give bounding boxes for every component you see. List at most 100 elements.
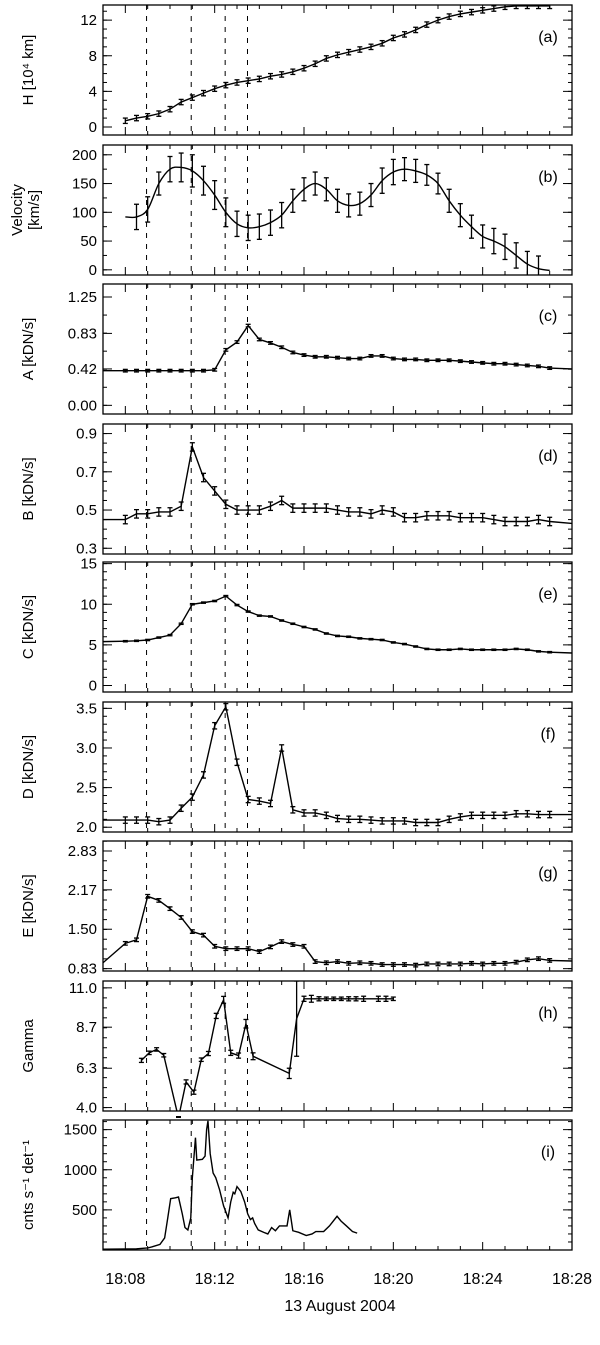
data-point-errorbar — [312, 959, 318, 965]
data-point-errorbar — [245, 795, 251, 804]
data-point-errorbar — [122, 816, 128, 824]
data-point-errorbar — [234, 210, 240, 238]
data-point-errorbar — [457, 10, 463, 18]
data-point-errorbar — [245, 214, 251, 242]
data-point-errorbar — [228, 1049, 234, 1057]
data-point-errorbar — [368, 353, 374, 358]
data-point-errorbar — [156, 368, 162, 373]
x-tick-label: 18:24 — [463, 1271, 503, 1288]
panel-tag: (i) — [541, 1144, 555, 1161]
data-point-errorbar — [413, 26, 419, 34]
data-point-errorbar — [301, 809, 307, 817]
x-axis-title: 13 August 2004 — [284, 1298, 395, 1315]
panel-frame — [102, 144, 573, 276]
data-point-errorbar — [134, 203, 139, 231]
y-tick-label: 200 — [72, 147, 97, 164]
data-point-errorbar — [268, 209, 273, 236]
data-point-errorbar — [256, 949, 262, 955]
data-point-errorbar — [201, 165, 206, 196]
data-point-errorbar — [245, 610, 251, 613]
data-point-errorbar — [402, 357, 407, 362]
data-point-errorbar — [524, 809, 530, 818]
data-point-errorbar — [205, 1050, 211, 1057]
data-point-errorbar — [502, 811, 508, 820]
y-axis-title: B [kDN/s] — [20, 457, 37, 520]
data-point-errorbar — [524, 250, 530, 275]
data-point-errorbar — [513, 959, 519, 965]
data-point-errorbar — [491, 361, 497, 366]
data-point-errorbar — [156, 507, 162, 517]
data-point-errorbar — [268, 72, 273, 80]
data-point-errorbar — [547, 366, 553, 371]
y-axis-title: Gamma — [20, 1019, 37, 1073]
data-point-errorbar — [146, 1050, 152, 1056]
y-tick-label: 0.42 — [68, 361, 97, 378]
data-point-errorbar — [156, 110, 162, 117]
data-point-errorbar — [212, 943, 218, 949]
data-point-errorbar — [145, 638, 151, 642]
data-point-errorbar — [469, 214, 474, 239]
data-point-errorbar — [189, 94, 195, 101]
data-point-errorbar — [457, 813, 463, 821]
series-group — [103, 702, 572, 827]
data-point-errorbar — [480, 7, 486, 14]
data-point-errorbar — [524, 648, 530, 652]
data-point-errorbar — [212, 85, 218, 93]
data-point-errorbar — [413, 962, 419, 968]
data-point-errorbar — [145, 893, 151, 899]
y-tick-label: 3.5 — [76, 700, 97, 717]
data-point-errorbar — [346, 996, 352, 1002]
y-tick-label: 0.9 — [76, 426, 97, 443]
data-point-errorbar — [312, 171, 318, 196]
data-point-errorbar — [189, 154, 195, 188]
series-line — [125, 5, 550, 122]
data-point-errorbar — [346, 193, 352, 218]
data-point-errorbar — [502, 233, 508, 261]
data-point-errorbar — [243, 1018, 249, 1029]
data-point-errorbar — [547, 957, 553, 963]
data-point-errorbar — [290, 188, 296, 213]
data-point-errorbar — [413, 357, 419, 362]
data-point-errorbar — [446, 13, 452, 20]
data-point-errorbar — [167, 633, 173, 637]
data-point-errorbar — [178, 622, 184, 626]
panel-f: 2.0 2.5 3.0 3.5 D [kDN/s] (f) — [20, 700, 573, 836]
y-tick-label: 1.25 — [68, 289, 97, 306]
data-point-errorbar — [134, 368, 139, 373]
data-point-errorbar — [536, 364, 541, 369]
data-point-errorbar — [312, 354, 318, 359]
data-point-errorbar — [201, 601, 206, 604]
data-point-errorbar — [346, 635, 352, 639]
data-point-errorbar — [145, 508, 151, 519]
data-point-errorbar — [138, 1057, 144, 1064]
panel-a: 0 4 8 12 H [10⁴ km] (a) — [20, 4, 573, 136]
x-tick-label: 18:16 — [284, 1271, 324, 1288]
data-point-errorbar — [491, 648, 497, 652]
data-point-errorbar — [402, 817, 407, 825]
series-line — [103, 1120, 358, 1250]
y-axis-title: [km/s] — [26, 190, 43, 230]
data-point-errorbar — [357, 507, 363, 517]
y-tick-label: 0 — [89, 119, 97, 136]
data-point-errorbar — [446, 961, 452, 967]
y-tick-label: 6.3 — [76, 1060, 97, 1077]
data-point-errorbar — [201, 771, 206, 779]
y-tick-label: 0 — [89, 678, 97, 695]
data-point-errorbar — [480, 360, 486, 365]
y-tick-label: 0.7 — [76, 464, 97, 481]
data-point-errorbar — [390, 996, 396, 1002]
data-point-errorbar — [189, 368, 195, 373]
data-point-errorbar — [279, 619, 285, 622]
y-tick-label: 150 — [72, 176, 97, 193]
y-axis-title: A [kDN/s] — [20, 318, 37, 381]
data-point-errorbar — [323, 996, 329, 1002]
data-point-errorbar — [245, 505, 251, 515]
data-point-errorbar — [234, 505, 240, 515]
data-point-errorbar — [491, 227, 497, 255]
y-tick-label: 0.83 — [68, 961, 97, 978]
data-point-errorbar — [346, 960, 352, 966]
data-point-errorbar — [435, 172, 441, 195]
series-line — [103, 324, 572, 372]
